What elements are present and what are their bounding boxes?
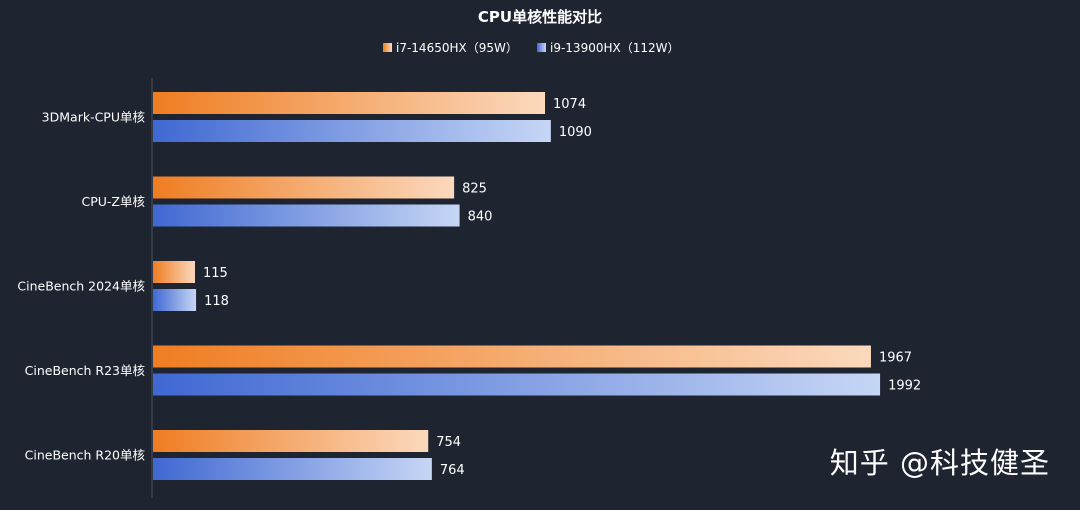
bar-i7 [153, 176, 455, 199]
bar-i9 [153, 373, 881, 396]
bar-i7 [153, 430, 429, 452]
bar-i7 [153, 92, 546, 114]
value-label: 1992 [888, 379, 921, 394]
bar-i9 [153, 458, 432, 480]
value-label: 118 [204, 294, 229, 309]
legend: i7-14650HX（95W） i9-13900HX（112W） [383, 41, 680, 55]
category-label: CPU-Z单核 [82, 194, 146, 209]
category-label: CineBench R23单核 [25, 363, 146, 378]
watermark: 知乎 @科技健圣 [829, 446, 1050, 480]
category-labels: 3DMark-CPU单核 CPU-Z单核 CineBench 2024单核 CineB… [17, 110, 145, 463]
value-label: 1090 [559, 125, 592, 140]
bar-i7 [153, 345, 871, 368]
bar-i9 [153, 204, 460, 227]
category-label: 3DMark-CPU单核 [42, 110, 146, 125]
category-label: CineBench 2024单核 [17, 279, 145, 294]
legend-label-0: i7-14650HX（95W） [396, 41, 518, 55]
legend-label-1: i9-13900HX（112W） [550, 41, 680, 55]
value-label: 754 [436, 435, 461, 450]
category-label: CineBench R20单核 [25, 448, 146, 463]
bar-i9 [153, 289, 197, 311]
bar-i9 [153, 120, 551, 142]
value-label: 1967 [879, 351, 912, 366]
legend-swatch-1 [537, 43, 546, 52]
value-label: 825 [462, 182, 487, 197]
chart-title: CPU单核性能对比 [478, 8, 602, 26]
bars [153, 92, 881, 480]
value-labels: 1074 1090 825 840 115 118 1967 1992 754 764 [203, 97, 921, 478]
value-label: 1074 [553, 97, 586, 112]
value-label: 115 [203, 266, 228, 281]
legend-swatch-0 [383, 43, 392, 52]
bar-i7 [153, 261, 195, 283]
value-label: 764 [440, 463, 465, 478]
value-label: 840 [468, 210, 493, 225]
